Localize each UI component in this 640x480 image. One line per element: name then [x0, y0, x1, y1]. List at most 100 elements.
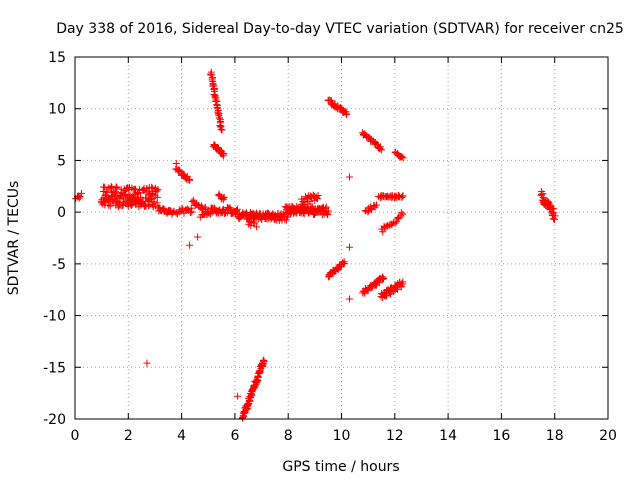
data-point: [550, 215, 558, 223]
data-point: [222, 208, 230, 216]
x-tick-label: 10: [333, 428, 351, 444]
data-point: [169, 208, 177, 216]
data-point: [220, 193, 228, 201]
data-point: [306, 198, 314, 206]
data-point: [393, 218, 401, 226]
grid: [75, 57, 608, 419]
data-point: [187, 204, 195, 212]
y-axis-label: SDTVAR / TECUs: [6, 181, 22, 296]
data-point: [537, 191, 545, 199]
data-point: [204, 210, 212, 218]
data-point: [119, 201, 127, 209]
x-tick-label: 16: [492, 428, 510, 444]
data-point: [399, 280, 407, 288]
x-tick-label: 2: [124, 428, 133, 444]
data-point: [549, 215, 557, 223]
data-point: [377, 146, 385, 154]
x-tick-label: 14: [439, 428, 457, 444]
data-point: [211, 93, 219, 101]
data-point: [313, 195, 321, 203]
data-point: [172, 160, 180, 168]
data-point: [120, 198, 128, 206]
data-point: [186, 241, 194, 249]
data-point: [131, 185, 139, 193]
data-point: [345, 295, 353, 303]
x-tick-label: 20: [599, 428, 617, 444]
data-point: [323, 211, 331, 219]
data-point: [218, 126, 226, 134]
data-point: [217, 125, 225, 133]
data-points: [72, 68, 559, 422]
data-point: [364, 287, 372, 295]
x-tick-label: 12: [386, 428, 404, 444]
data-point: [372, 201, 380, 209]
data-point: [219, 194, 227, 202]
y-tick-label: 10: [48, 102, 66, 118]
data-point: [340, 258, 348, 266]
data-point: [194, 233, 202, 241]
data-point: [399, 192, 407, 200]
x-tick-label: 8: [284, 428, 293, 444]
x-tick-label: 18: [546, 428, 564, 444]
data-point: [75, 194, 83, 202]
data-point: [240, 410, 248, 418]
data-point: [188, 208, 196, 216]
data-point: [137, 193, 145, 201]
data-point: [398, 194, 406, 202]
data-point: [376, 144, 384, 152]
data-point: [253, 223, 261, 231]
data-point: [150, 198, 158, 206]
data-point: [148, 183, 156, 191]
data-point: [153, 187, 161, 195]
data-point: [550, 209, 558, 217]
data-point: [205, 209, 213, 217]
data-point: [215, 114, 223, 122]
y-tick-label: 15: [48, 50, 66, 66]
data-point: [198, 204, 206, 212]
data-point: [211, 205, 219, 213]
y-tick-label: 5: [57, 153, 66, 169]
data-point: [382, 223, 390, 231]
data-point: [220, 150, 228, 158]
data-point: [391, 219, 399, 227]
data-point: [184, 205, 192, 213]
data-point: [324, 207, 332, 215]
data-point: [208, 76, 216, 84]
data-point: [112, 193, 120, 201]
data-point: [393, 215, 401, 223]
data-point: [251, 219, 259, 227]
plot-frame: [74, 56, 609, 420]
data-point: [178, 204, 186, 212]
data-point: [551, 212, 559, 220]
data-point: [129, 192, 137, 200]
data-point: [140, 202, 148, 210]
data-point: [133, 190, 141, 198]
x-tick-label: 4: [177, 428, 186, 444]
data-point: [322, 203, 330, 211]
data-point: [143, 359, 151, 367]
data-point: [399, 154, 407, 162]
x-tick-label: 6: [230, 428, 239, 444]
data-point: [379, 228, 387, 236]
data-point: [234, 392, 242, 400]
axis-ticks: 0 2 4 6 8 10 12 14 16 18 20 15 10 5 0 -5 -10 -15 -20: [43, 50, 617, 444]
data-point: [345, 243, 353, 251]
data-point: [282, 216, 290, 224]
data-point: [76, 193, 84, 201]
data-point: [172, 209, 180, 217]
data-point: [233, 205, 241, 213]
data-point: [342, 110, 350, 118]
data-point: [187, 208, 195, 216]
data-point: [377, 293, 385, 301]
x-axis-label: GPS time / hours: [282, 459, 399, 475]
data-point: [399, 210, 407, 218]
data-point: [113, 184, 121, 192]
data-point: [77, 189, 85, 197]
data-point: [134, 189, 142, 197]
data-point: [314, 192, 322, 200]
data-point: [247, 222, 255, 230]
data-point: [260, 357, 268, 365]
data-point: [397, 209, 405, 217]
x-tick-label: 0: [71, 428, 80, 444]
